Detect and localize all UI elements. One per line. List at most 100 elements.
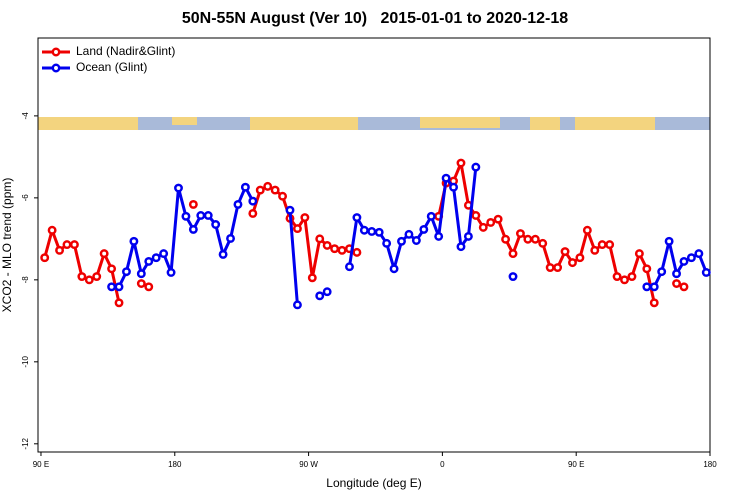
data-point xyxy=(397,236,406,246)
data-point xyxy=(553,263,563,272)
data-point xyxy=(612,272,622,282)
data-point xyxy=(151,253,161,263)
data-point xyxy=(679,256,689,266)
data-point xyxy=(560,247,570,257)
data-point xyxy=(181,211,191,221)
data-point xyxy=(352,213,362,222)
data-point xyxy=(419,224,429,234)
data-point xyxy=(166,268,176,277)
data-point xyxy=(211,220,221,229)
legend-label: Land (Nadir&Glint) xyxy=(76,44,175,58)
y-tick-label: -4 xyxy=(21,112,30,120)
data-point xyxy=(590,245,600,255)
data-point xyxy=(389,264,399,274)
y-tick-label: -10 xyxy=(21,355,30,367)
x-tick-label: 0 xyxy=(440,460,445,469)
data-point xyxy=(144,256,154,266)
data-point xyxy=(69,240,79,250)
data-point xyxy=(686,253,696,263)
data-point xyxy=(501,234,511,244)
data-point xyxy=(672,269,681,279)
map-land xyxy=(172,117,197,125)
data-point xyxy=(679,282,689,292)
data-point xyxy=(114,282,124,292)
map-land xyxy=(575,117,655,130)
data-point xyxy=(672,279,681,288)
data-point xyxy=(278,191,288,201)
data-point xyxy=(627,272,637,282)
data-point xyxy=(233,199,243,209)
map-strip xyxy=(38,117,710,130)
data-point xyxy=(300,213,310,222)
data-point xyxy=(620,275,629,285)
data-point xyxy=(515,229,525,238)
data-point xyxy=(530,234,540,244)
plot-frame xyxy=(37,37,711,453)
data-point xyxy=(605,240,615,250)
data-point xyxy=(649,282,659,292)
chart-title: 50N-55N August (Ver 10) 2015-01-01 to 20… xyxy=(182,10,568,27)
data-point xyxy=(107,282,117,292)
data-point xyxy=(270,185,280,195)
data-point xyxy=(463,231,473,241)
data-point xyxy=(240,182,250,192)
data-point xyxy=(248,208,258,218)
y-tick-label: -8 xyxy=(21,276,30,284)
data-point xyxy=(568,258,577,268)
data-point xyxy=(508,249,518,259)
data-point xyxy=(582,225,592,235)
data-point xyxy=(367,227,377,236)
data-point xyxy=(411,236,421,245)
data-point xyxy=(434,231,444,241)
data-point xyxy=(664,236,674,246)
data-point xyxy=(374,227,384,237)
data-point xyxy=(292,300,302,310)
data-point xyxy=(352,247,362,257)
data-point xyxy=(188,224,198,234)
data-point xyxy=(382,238,392,248)
data-point xyxy=(203,211,213,220)
data-point xyxy=(315,234,325,244)
data-point xyxy=(701,268,711,277)
data-point xyxy=(493,214,503,224)
data-point xyxy=(694,249,704,259)
y-tick-label: -6 xyxy=(21,194,30,202)
data-point xyxy=(322,240,332,250)
data-point xyxy=(345,262,354,272)
data-point xyxy=(129,236,139,246)
data-point xyxy=(159,249,169,259)
y-tick-label: -12 xyxy=(21,437,30,449)
data-point xyxy=(55,245,65,255)
data-point xyxy=(359,225,369,235)
data-point xyxy=(315,291,325,301)
legend-marker xyxy=(51,47,61,57)
data-point xyxy=(285,205,295,215)
data-point xyxy=(292,224,302,234)
y-axis-label: XCO2 - MLO trend (ppm) xyxy=(0,178,14,313)
data-point xyxy=(226,233,235,243)
data-point xyxy=(404,229,414,239)
x-tick-label: 180 xyxy=(168,460,182,469)
data-point xyxy=(471,211,481,220)
x-tick-label: 180 xyxy=(703,460,717,469)
legend: Land (Nadir&Glint) Ocean (Glint) xyxy=(42,44,175,74)
data-point xyxy=(122,267,131,277)
map-land xyxy=(38,117,138,130)
data-point xyxy=(84,275,94,285)
data-point xyxy=(634,249,644,259)
data-point xyxy=(307,273,317,283)
data-point xyxy=(77,272,87,282)
data-point xyxy=(40,253,50,263)
data-point xyxy=(337,245,347,255)
legend-marker xyxy=(51,63,61,73)
data-point xyxy=(330,244,340,254)
data-point xyxy=(255,185,265,195)
data-point xyxy=(174,183,183,193)
data-point xyxy=(426,211,436,221)
data-point xyxy=(545,263,555,272)
series xyxy=(107,162,711,310)
data-point xyxy=(508,272,518,282)
